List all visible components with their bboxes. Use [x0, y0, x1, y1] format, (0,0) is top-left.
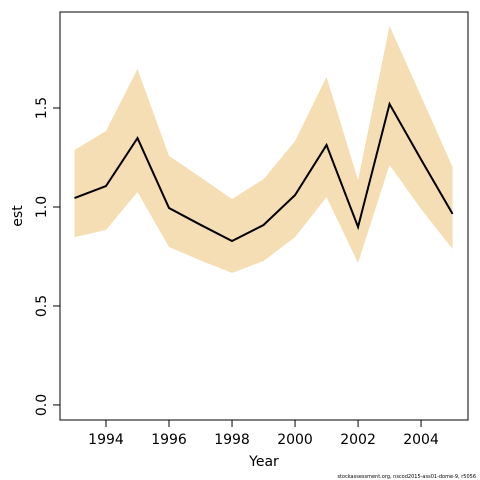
y-tick-label: 1.0	[34, 196, 50, 218]
y-tick-label: 0.0	[34, 394, 50, 416]
y-tick-label: 0.5	[34, 295, 50, 317]
x-tick-label: 2004	[403, 432, 439, 448]
x-tick-label: 1994	[88, 432, 124, 448]
x-tick-label: 1998	[214, 432, 250, 448]
y-axis-label: est	[10, 205, 26, 227]
y-tick-label: 1.5	[34, 97, 50, 119]
x-tick-label: 1996	[151, 432, 187, 448]
estimate-line	[74, 101, 454, 243]
x-tick-label: 2000	[277, 432, 313, 448]
footnote: stockassessment.org, nscod2015-ass01-dom…	[337, 474, 476, 480]
x-tick-label: 2002	[340, 432, 376, 448]
x-axis-label: Year	[248, 454, 279, 470]
confidence-band	[74, 26, 453, 273]
